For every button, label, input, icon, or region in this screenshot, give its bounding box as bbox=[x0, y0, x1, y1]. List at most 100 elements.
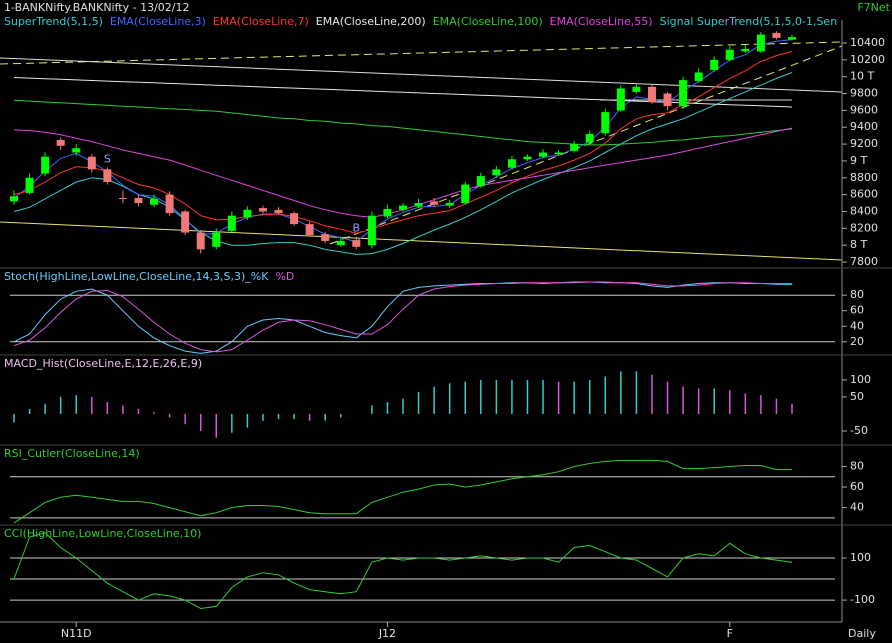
legend-entry: EMA(CloseLine,7) bbox=[213, 15, 309, 28]
candle-body bbox=[679, 80, 688, 107]
signal-marker: S bbox=[104, 153, 111, 166]
y-tick-label: 9800 bbox=[850, 87, 878, 100]
y-tick-label: 60 bbox=[850, 304, 864, 317]
indicator-line bbox=[13, 281, 792, 354]
y-tick-label: 10 T bbox=[850, 70, 874, 83]
candle-body bbox=[352, 240, 361, 247]
legend-entry: EMA(CloseLine,3) bbox=[110, 15, 206, 28]
candle-body bbox=[585, 133, 594, 143]
y-tick-label: 60 bbox=[850, 480, 864, 493]
candle-body bbox=[274, 209, 283, 214]
candle-body bbox=[539, 152, 548, 157]
candle-body bbox=[570, 144, 579, 151]
candle-body bbox=[694, 72, 703, 81]
y-tick-label: 40 bbox=[850, 501, 864, 514]
candle-body bbox=[181, 211, 190, 233]
source: F7Net bbox=[857, 1, 890, 14]
y-tick-label: 40 bbox=[850, 319, 864, 332]
candle-body bbox=[725, 49, 734, 60]
candle-body bbox=[710, 59, 719, 70]
candle-body bbox=[554, 152, 563, 155]
y-tick-label: -50 bbox=[850, 424, 868, 437]
candle-body bbox=[212, 232, 221, 247]
y-tick-label: 8600 bbox=[850, 188, 878, 201]
candle-body bbox=[72, 148, 81, 153]
signal-marker: B bbox=[353, 222, 361, 235]
candle-body bbox=[243, 209, 252, 218]
y-tick-label: 8800 bbox=[850, 171, 878, 184]
candle-body bbox=[227, 215, 236, 231]
indicator-line bbox=[13, 459, 792, 524]
candle-body bbox=[399, 205, 407, 210]
candle-body bbox=[118, 197, 127, 199]
y-tick-label: 50 bbox=[850, 390, 864, 403]
candle-body bbox=[305, 224, 314, 236]
candle-body bbox=[507, 159, 516, 168]
candle-body bbox=[321, 234, 330, 241]
y-tick-label: 9200 bbox=[850, 137, 878, 150]
period: Daily bbox=[848, 627, 876, 640]
candle-body bbox=[523, 156, 532, 160]
indicator-line bbox=[13, 532, 793, 610]
x-tick-label: F bbox=[727, 627, 733, 640]
y-tick-label: 100 bbox=[850, 373, 871, 386]
legend-entry: Signal SuperTrend(5,1,5,0-1,Sen bbox=[660, 15, 838, 28]
candle-body bbox=[25, 177, 34, 193]
candle-body bbox=[290, 213, 299, 225]
y-tick-label: 8 T bbox=[850, 238, 867, 251]
candle-body bbox=[492, 169, 501, 176]
y-tick-label: 8400 bbox=[850, 204, 878, 217]
candle-body bbox=[367, 215, 376, 246]
candle-body bbox=[10, 196, 18, 202]
indicator-line bbox=[13, 281, 792, 353]
candle-body bbox=[741, 48, 750, 52]
y-tick-label: 10200 bbox=[850, 53, 885, 66]
y-tick-label: 10400 bbox=[850, 36, 885, 49]
legend-entry: EMA(CloseLine,200) bbox=[316, 15, 426, 28]
candle-body bbox=[414, 203, 423, 207]
candle-body bbox=[196, 232, 205, 250]
panel-title: MACD_Hist(CloseLine,E,12,E,26,E,9) bbox=[4, 357, 202, 370]
legend-entry: Stoch(HighLine,LowLine,CloseLine,14,3,S,… bbox=[4, 270, 269, 283]
indicator-line bbox=[13, 99, 793, 146]
candle-body bbox=[788, 37, 796, 40]
candle-body bbox=[601, 112, 610, 134]
y-tick-label: 9 T bbox=[850, 154, 867, 167]
y-tick-label: -100 bbox=[850, 593, 875, 606]
trendline bbox=[0, 221, 843, 261]
candle-body bbox=[663, 93, 672, 107]
candle-body bbox=[616, 88, 625, 111]
legend-entry: EMA(CloseLine,55) bbox=[550, 15, 653, 28]
candle-body bbox=[430, 201, 439, 205]
candle-body bbox=[150, 198, 159, 205]
candle-body bbox=[258, 208, 267, 212]
x-tick-label: J12 bbox=[378, 627, 396, 640]
y-tick-label: 20 bbox=[850, 335, 864, 348]
legend-entry: SuperTrend(5,1,5) bbox=[4, 15, 103, 28]
candle-body bbox=[336, 240, 345, 246]
legend-entry: RSI_Cutler(CloseLine,14) bbox=[4, 447, 140, 460]
candle-body bbox=[461, 184, 470, 204]
indicator-line bbox=[13, 77, 793, 108]
legend-entry: EMA(CloseLine,100) bbox=[433, 15, 543, 28]
candle-body bbox=[476, 176, 485, 187]
candle-body bbox=[756, 34, 765, 52]
y-tick-label: 9400 bbox=[850, 120, 878, 133]
candle-body bbox=[632, 86, 641, 92]
candle-body bbox=[103, 169, 112, 182]
candle-body bbox=[647, 86, 656, 102]
y-tick-label: 9600 bbox=[850, 103, 878, 116]
candle-body bbox=[56, 139, 65, 146]
legend-entry: CCI(HighLine,LowLine,CloseLine,10) bbox=[4, 527, 201, 540]
candle-body bbox=[445, 203, 454, 206]
candle-body bbox=[134, 197, 143, 204]
y-tick-label: 8200 bbox=[850, 221, 878, 234]
y-tick-label: 80 bbox=[850, 288, 864, 301]
chart-title: 1-BANKNifty.BANKNifty - 13/02/12 bbox=[4, 1, 189, 14]
y-tick-label: 80 bbox=[850, 460, 864, 473]
x-tick-label: N11D bbox=[61, 627, 92, 640]
trendline bbox=[0, 57, 843, 93]
indicator-line bbox=[13, 72, 793, 255]
candle-body bbox=[87, 156, 96, 170]
